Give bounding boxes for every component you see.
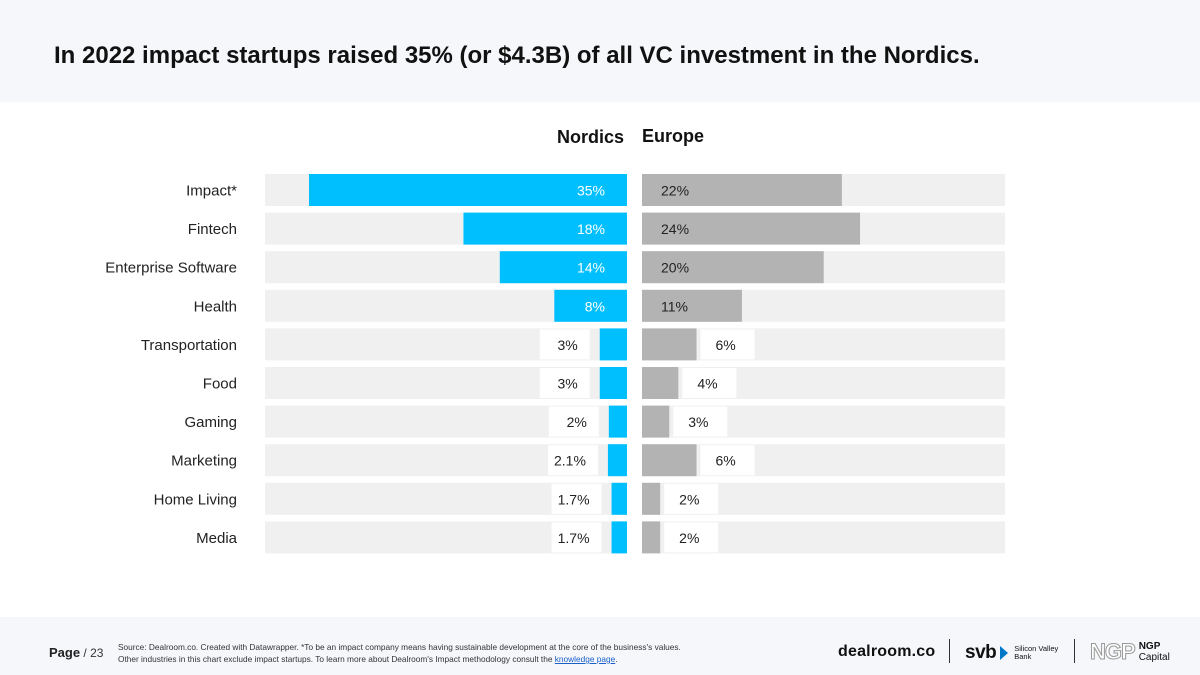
data-label-europe-bg [700,445,755,476]
bar-europe [642,212,861,245]
data-label-europe: 11% [661,298,688,314]
category-label: Food [203,376,237,393]
svb-name-line-1: Silicon Valley [1014,644,1059,653]
bar-europe [642,482,661,515]
category-label: Fintech [188,221,237,238]
bar-europe [642,174,842,206]
category-label: Home Living [154,491,237,508]
page-label: Page [49,645,81,660]
data-label-europe: 22% [661,183,689,199]
header: In 2022 impact startups raised 35% (or $… [0,0,1200,102]
category-label: Enterprise Software [105,260,237,277]
data-label-nordics: 3% [558,337,578,353]
page-number: Page / 23 [49,645,103,660]
ngp-mark-icon: NGP [1090,639,1137,665]
svb-wordmark: svb [965,642,997,663]
category-label: Gaming [184,414,237,431]
data-label-nordics-bg [539,329,590,360]
data-label-nordics: 2.1% [554,453,586,469]
logo-divider [1074,639,1075,663]
ngp-name-line-2: Capital [1138,652,1170,663]
chart: Nordics Europe Impact* 35% 22% Fintech 18% 24% E… [105,126,1005,554]
source-line-2-text: Other industries in this chart exclude i… [118,654,555,664]
bar-nordics [599,367,627,399]
svb-name-line-2: Bank [1014,652,1032,661]
category-label: Impact* [186,183,237,200]
bar-europe [642,521,661,554]
category-label: Transportation [141,337,237,354]
data-label-europe: 6% [716,453,736,469]
bar-nordics [599,328,627,361]
bar-europe [642,328,697,361]
category-label: Marketing [171,453,237,470]
bar-nordics [608,405,627,438]
data-label-europe: 2% [679,491,699,507]
source-line-2: Other industries in this chart exclude i… [118,653,768,665]
bar-europe [642,444,697,477]
data-label-nordics: 1.7% [558,491,590,507]
page-separator: / [80,646,91,660]
data-label-europe: 6% [716,337,736,353]
page-number-value: 23 [90,646,104,660]
page-title: In 2022 impact startups raised 35% (or $… [54,42,980,69]
bar-nordics [463,212,627,245]
bar-nordics [499,251,627,284]
bar-nordics [554,289,627,322]
bar-europe [642,367,679,399]
source-line-2-end: . [615,654,618,664]
knowledge-page-link[interactable]: knowledge page [554,654,616,664]
series-header-nordics: Nordics [557,127,624,147]
bar-europe [642,405,670,438]
source-line-1: Source: Dealroom.co. Created with Datawr… [118,642,681,652]
bar-nordics [309,174,627,206]
data-label-nordics: 2% [567,414,587,430]
data-label-nordics: 1.7% [558,530,590,546]
data-label-europe-bg [664,483,719,514]
data-label-europe: 24% [661,221,689,237]
ngp-name: NGP Capital [1139,641,1170,663]
data-label-nordics-bg [547,445,598,476]
ngp-logo: NGP NGP Capital [1090,639,1170,665]
logo-divider [949,639,950,663]
dealroom-logo: dealroom.co [838,643,936,660]
data-label-nordics-bg [539,368,590,398]
data-label-europe: 20% [661,260,689,276]
data-label-europe: 3% [688,414,708,430]
data-label-nordics: 8% [585,298,605,314]
data-label-nordics: 35% [577,183,605,199]
svb-logo: svb Silicon Valley Bank [965,641,1058,665]
data-label-nordics-bg [551,483,602,514]
ngp-name-line-1: NGP [1138,641,1161,652]
data-label-europe: 2% [679,530,699,546]
series-header-europe: Europe [642,126,704,146]
bar-nordics [607,444,627,477]
data-label-nordics-bg [551,522,602,553]
data-label-europe-bg [673,406,728,437]
data-label-europe-bg [682,368,737,398]
bar-nordics [611,521,627,554]
category-label: Health [194,298,237,315]
data-label-europe-bg [700,329,755,360]
bar-europe [642,289,742,322]
category-label: Media [196,530,238,547]
svb-chevron-icon [1000,646,1009,660]
bar-europe [642,251,824,284]
data-label-europe: 4% [697,376,717,392]
data-label-nordics: 18% [577,221,605,237]
bar-nordics [611,482,627,515]
footer: Page / 23 Source: Dealroom.co. Created w… [0,617,1200,675]
source-note: Source: Dealroom.co. Created with Datawr… [118,641,768,665]
data-label-europe-bg [664,522,719,553]
svb-name: Silicon Valley Bank [1014,645,1058,661]
data-label-nordics: 3% [558,376,578,392]
data-label-nordics-bg [548,406,599,437]
data-label-nordics: 14% [577,260,605,276]
